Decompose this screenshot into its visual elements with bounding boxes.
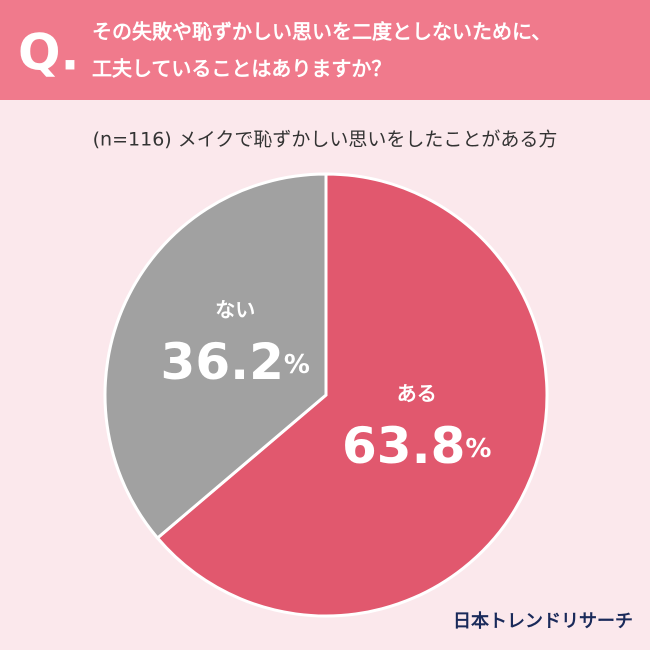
title-line: 工夫していることはありますか？ bbox=[92, 57, 391, 81]
pie-slice bbox=[103, 172, 328, 541]
header-band bbox=[0, 0, 650, 100]
title-line: その失敗や恥ずかしい思いを二度としないために、 bbox=[92, 20, 551, 44]
subtitle: (n=116) メイクで恥ずかしい思いをしたことがある方 bbox=[93, 129, 558, 151]
pie-slice bbox=[155, 172, 549, 618]
category-label: ない bbox=[215, 297, 255, 321]
category-label: ある bbox=[397, 382, 437, 406]
question-mark: Q. bbox=[18, 24, 80, 82]
value-label: 63.8% bbox=[342, 417, 491, 475]
value-label: 36.2% bbox=[161, 332, 310, 390]
brand: 日本トレンドリサーチ bbox=[453, 610, 633, 632]
